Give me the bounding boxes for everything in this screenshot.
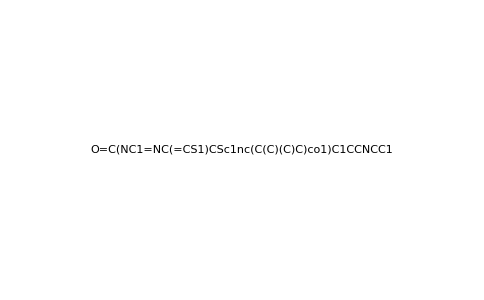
- Text: O=C(NC1=NC(=CS1)CSc1nc(C(C)(C)C)co1)C1CCNCC1: O=C(NC1=NC(=CS1)CSc1nc(C(C)(C)C)co1)C1CC…: [91, 145, 393, 155]
